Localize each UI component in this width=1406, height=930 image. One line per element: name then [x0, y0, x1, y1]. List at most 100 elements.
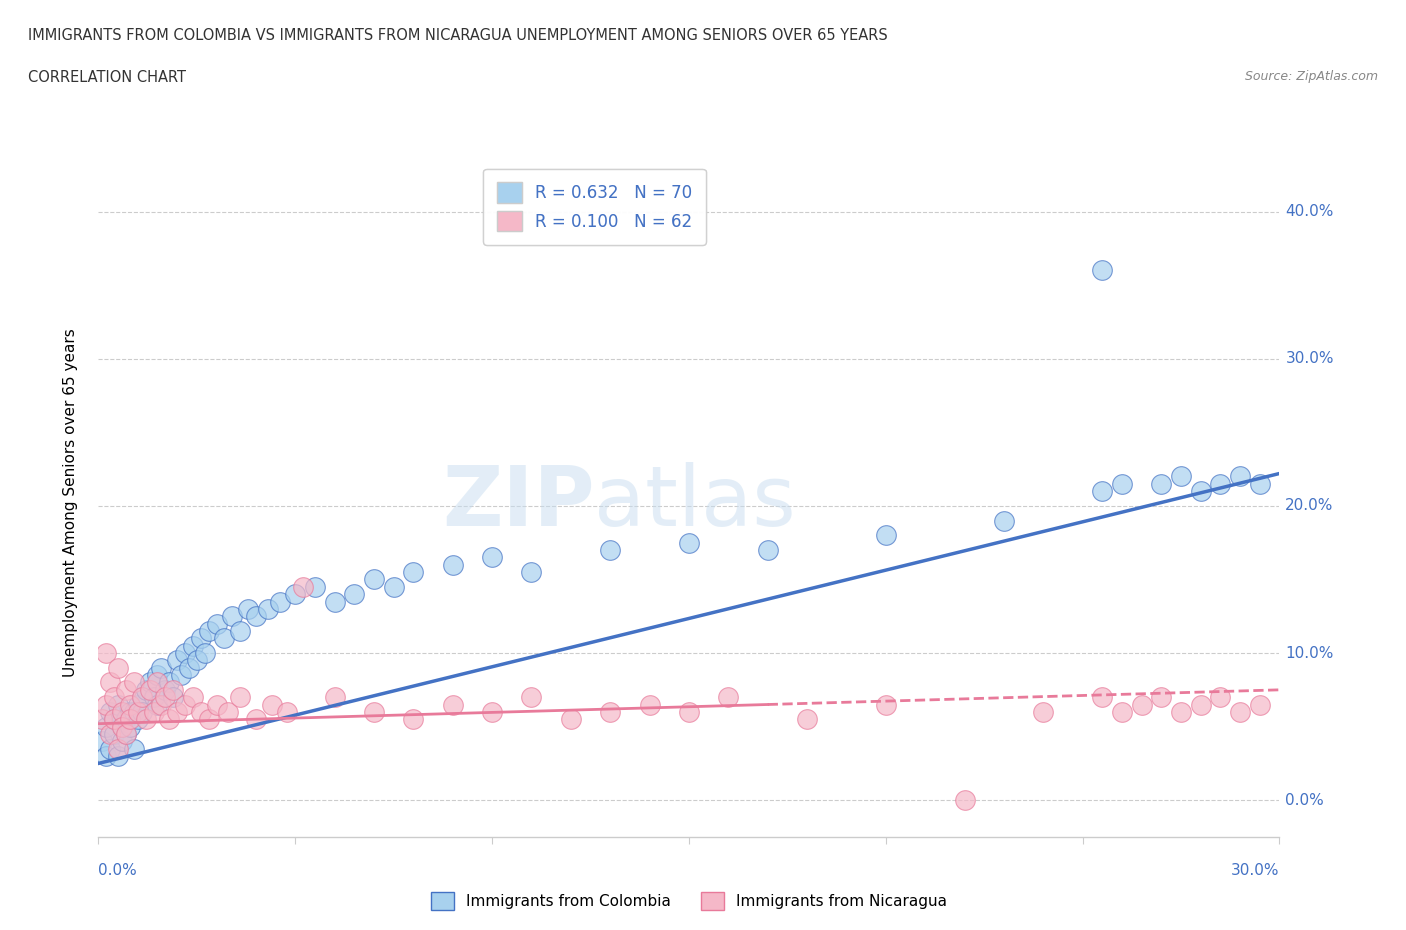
Point: [214, 631, 236, 645]
Point: [98, 741, 121, 756]
Point: [1229, 469, 1251, 484]
Point: [481, 550, 503, 565]
Point: [131, 690, 153, 705]
Point: [103, 711, 125, 726]
Point: [292, 579, 315, 594]
Point: [98, 675, 121, 690]
Point: [260, 698, 283, 712]
Point: [1229, 704, 1251, 719]
Point: [118, 719, 141, 734]
Point: [363, 572, 385, 587]
Point: [155, 690, 177, 705]
Point: [96, 719, 118, 734]
Point: [107, 749, 129, 764]
Point: [111, 719, 134, 734]
Point: [103, 726, 125, 741]
Point: [217, 704, 239, 719]
Point: [1150, 690, 1173, 705]
Point: [1091, 263, 1114, 278]
Point: [875, 698, 897, 712]
Point: [138, 675, 160, 690]
Point: [127, 711, 149, 726]
Text: 0.0%: 0.0%: [1285, 792, 1324, 808]
Point: [118, 711, 141, 726]
Point: [150, 698, 173, 712]
Point: [520, 565, 543, 579]
Point: [96, 749, 118, 764]
Point: [177, 660, 200, 675]
Point: [304, 579, 326, 594]
Point: [118, 698, 141, 712]
Point: [229, 623, 252, 638]
Point: [402, 565, 425, 579]
Point: [131, 704, 153, 719]
Point: [875, 528, 897, 543]
Text: 30.0%: 30.0%: [1232, 863, 1279, 879]
Point: [174, 645, 197, 660]
Point: [382, 579, 405, 594]
Point: [135, 711, 157, 726]
Text: CORRELATION CHART: CORRELATION CHART: [28, 70, 186, 85]
Point: [96, 698, 118, 712]
Point: [181, 690, 204, 705]
Point: [194, 645, 217, 660]
Point: [98, 726, 121, 741]
Point: [111, 719, 134, 734]
Point: [1111, 476, 1133, 491]
Point: [157, 675, 180, 690]
Point: [122, 741, 145, 756]
Point: [756, 542, 779, 557]
Point: [481, 704, 503, 719]
Point: [717, 690, 740, 705]
Point: [1032, 704, 1054, 719]
Point: [98, 704, 121, 719]
Point: [1209, 690, 1232, 705]
Point: [91, 711, 114, 726]
Point: [1091, 690, 1114, 705]
Point: [1150, 476, 1173, 491]
Point: [155, 683, 177, 698]
Point: [174, 698, 197, 712]
Point: [1111, 704, 1133, 719]
Point: [146, 698, 169, 712]
Point: [115, 683, 138, 698]
Point: [678, 536, 700, 551]
Point: [96, 645, 118, 660]
Point: [236, 602, 259, 617]
Point: [150, 660, 173, 675]
Point: [146, 668, 169, 683]
Point: [166, 653, 188, 668]
Point: [284, 587, 307, 602]
Point: [1170, 469, 1192, 484]
Point: [142, 704, 165, 719]
Point: [118, 704, 141, 719]
Point: [343, 587, 366, 602]
Point: [560, 711, 582, 726]
Point: [107, 741, 129, 756]
Point: [1189, 698, 1212, 712]
Point: [796, 711, 818, 726]
Point: [162, 683, 184, 698]
Point: [131, 690, 153, 705]
Point: [115, 711, 138, 726]
Point: [363, 704, 385, 719]
Point: [127, 698, 149, 712]
Point: [1091, 484, 1114, 498]
Point: [135, 683, 157, 698]
Text: 10.0%: 10.0%: [1285, 645, 1334, 660]
Point: [197, 711, 219, 726]
Point: [1249, 476, 1271, 491]
Point: [678, 704, 700, 719]
Point: [1189, 484, 1212, 498]
Point: [197, 623, 219, 638]
Point: [1209, 476, 1232, 491]
Text: 30.0%: 30.0%: [1285, 352, 1334, 366]
Point: [638, 698, 661, 712]
Point: [162, 690, 184, 705]
Y-axis label: Unemployment Among Seniors over 65 years: Unemployment Among Seniors over 65 years: [63, 328, 77, 677]
Point: [1170, 704, 1192, 719]
Point: [186, 653, 208, 668]
Point: [205, 617, 228, 631]
Point: [441, 698, 464, 712]
Point: [599, 542, 621, 557]
